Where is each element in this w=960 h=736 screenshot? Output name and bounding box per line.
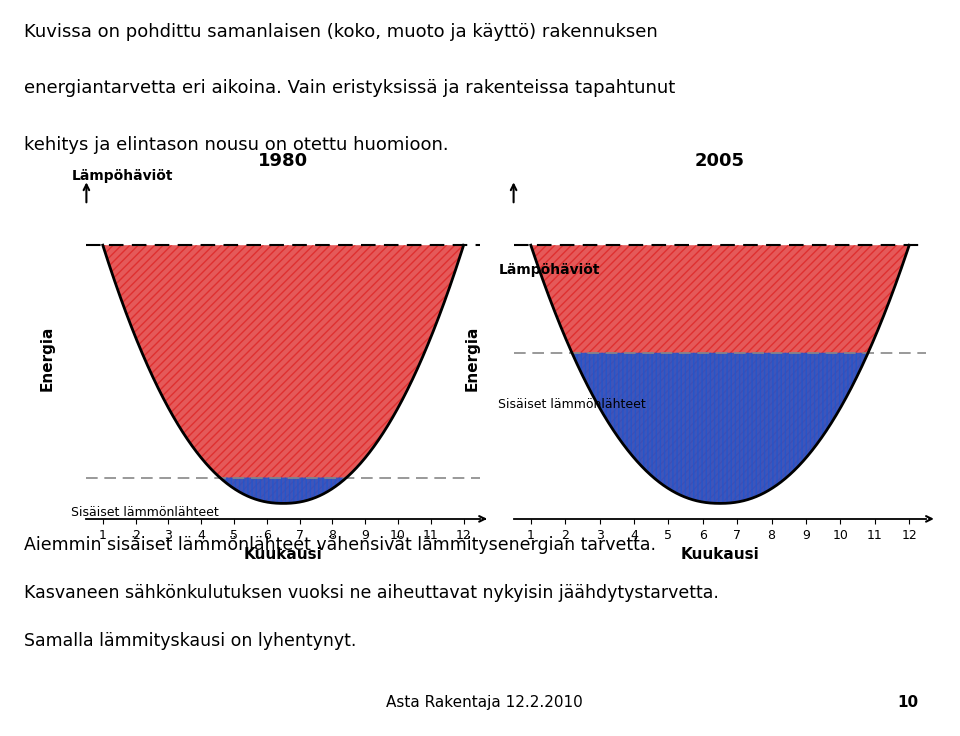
Text: Kuvissa on pohdittu samanlaisen (koko, muoto ja käyttö) rakennuksen: Kuvissa on pohdittu samanlaisen (koko, m… xyxy=(24,23,658,40)
Text: Kasvaneen sähkönkulutuksen vuoksi ne aiheuttavat nykyisin jäähdytystarvetta.: Kasvaneen sähkönkulutuksen vuoksi ne aih… xyxy=(24,584,719,602)
Text: 2005: 2005 xyxy=(695,152,745,170)
Text: Sisäiset lämmönlähteet: Sisäiset lämmönlähteet xyxy=(71,506,219,519)
Text: kehitys ja elintason nousu on otettu huomioon.: kehitys ja elintason nousu on otettu huo… xyxy=(24,136,448,154)
Text: Lämpöhäviöt: Lämpöhäviöt xyxy=(498,263,600,277)
Text: energiantarvetta eri aikoina. Vain eristyksissä ja rakenteissa tapahtunut: energiantarvetta eri aikoina. Vain erist… xyxy=(24,79,675,97)
Text: Aiemmin sisäiset lämmönlähteet vähensivät lämmitysenergian tarvetta.: Aiemmin sisäiset lämmönlähteet vähensivä… xyxy=(24,537,656,554)
Text: 10: 10 xyxy=(897,696,918,710)
Text: Energia: Energia xyxy=(39,326,55,392)
Text: Energia: Energia xyxy=(465,326,480,392)
Text: Lämpöhäviöt: Lämpöhäviöt xyxy=(72,169,174,183)
Text: 1980: 1980 xyxy=(258,152,308,170)
Text: Sisäiset lämmönlähteet: Sisäiset lämmönlähteet xyxy=(498,398,645,411)
X-axis label: Kuukausi: Kuukausi xyxy=(681,547,759,562)
Text: Asta Rakentaja 12.2.2010: Asta Rakentaja 12.2.2010 xyxy=(387,696,583,710)
X-axis label: Kuukausi: Kuukausi xyxy=(244,547,323,562)
Text: Samalla lämmityskausi on lyhentynyt.: Samalla lämmityskausi on lyhentynyt. xyxy=(24,631,356,650)
